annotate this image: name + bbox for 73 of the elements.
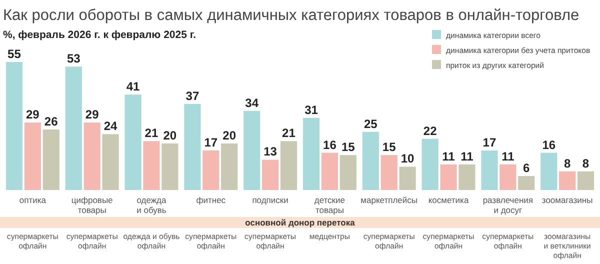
data-label: 8	[582, 156, 590, 170]
bar	[321, 152, 338, 190]
bar	[362, 132, 379, 190]
bar	[162, 143, 178, 190]
data-label: 22	[423, 124, 438, 138]
data-label: 29	[26, 108, 40, 122]
bar	[458, 164, 476, 190]
data-label: 15	[341, 140, 356, 154]
chart-subtitle: %, февраль 2026 г. к февралю 2025 г.	[3, 29, 196, 41]
bar	[244, 110, 260, 190]
x-tick-label: зоомагазины	[542, 195, 593, 205]
data-label: 17	[204, 135, 218, 150]
bar	[84, 122, 100, 190]
bar	[143, 141, 160, 190]
data-label: 24	[104, 119, 118, 134]
chart-title: Как росли обороты в самых динамичных категориях товаров в онлайн-торговле	[3, 7, 580, 24]
bar	[422, 138, 438, 190]
bar	[124, 94, 142, 190]
x-tick-label: оптика	[19, 195, 46, 205]
bar	[399, 166, 416, 190]
bar	[65, 66, 82, 190]
data-label: 34	[245, 96, 259, 110]
data-label: 10	[400, 152, 415, 166]
x-tick-label: подписки	[252, 195, 289, 205]
bar	[518, 176, 535, 190]
x-tick-label: фитнес	[196, 195, 226, 205]
bar	[42, 129, 60, 190]
bar	[440, 164, 457, 190]
data-label: 11	[460, 149, 474, 164]
data-label: 11	[442, 149, 456, 164]
text: основной донор перетока	[245, 218, 356, 228]
bar	[500, 164, 516, 190]
data-label: 16	[323, 138, 337, 152]
data-label: 21	[144, 126, 158, 140]
data-label: 20	[222, 128, 236, 142]
x-tick-label: косметика	[428, 195, 469, 205]
data-label: 11	[502, 149, 515, 164]
data-label: 29	[85, 108, 100, 122]
bar	[202, 150, 220, 190]
data-label: 6	[523, 161, 530, 176]
bar	[24, 122, 41, 190]
data-label: 55	[8, 47, 22, 61]
bar	[380, 155, 398, 190]
bar	[302, 118, 320, 190]
bar	[280, 141, 298, 190]
data-label: 41	[126, 80, 140, 94]
x-tick-label: развлечения и досуг	[482, 195, 534, 215]
data-label: 16	[542, 138, 556, 152]
x-tick-label: детские товары	[314, 195, 346, 215]
data-label: 17	[482, 135, 496, 150]
x-tick-label: одежда и обувь	[136, 195, 167, 215]
data-label: 21	[282, 126, 296, 140]
data-label: 37	[186, 88, 200, 103]
bar	[221, 143, 238, 190]
data-label: 15	[382, 140, 396, 154]
bar	[577, 171, 594, 190]
bar	[262, 160, 279, 190]
x-tick-label: маркетплейсы	[360, 195, 418, 205]
data-label: 20	[163, 128, 177, 142]
bar	[340, 155, 356, 190]
bar	[540, 152, 558, 190]
x-tick-label: цифровые товары	[71, 195, 114, 215]
data-label: 8	[564, 156, 571, 170]
data-label: 25	[364, 116, 378, 131]
data-label: 13	[264, 144, 278, 159]
bar	[481, 150, 498, 190]
bar	[559, 171, 576, 190]
bar	[102, 134, 119, 190]
data-label: 53	[66, 52, 81, 66]
bar	[6, 62, 23, 190]
data-label: 26	[44, 114, 58, 128]
data-label: 31	[304, 102, 318, 117]
bar	[184, 104, 201, 190]
